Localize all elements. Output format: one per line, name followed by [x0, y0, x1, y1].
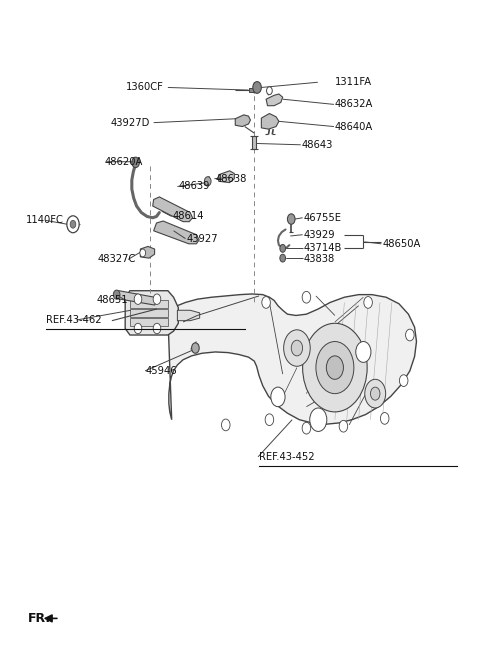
Circle shape	[310, 408, 327, 432]
Circle shape	[134, 294, 142, 304]
Circle shape	[265, 414, 274, 426]
Polygon shape	[125, 290, 179, 335]
Polygon shape	[130, 300, 168, 307]
Polygon shape	[266, 94, 283, 106]
Polygon shape	[153, 197, 192, 221]
Circle shape	[262, 296, 270, 308]
Text: 48643: 48643	[301, 140, 333, 150]
Polygon shape	[168, 294, 417, 424]
Circle shape	[70, 220, 76, 228]
Text: 43927: 43927	[186, 234, 218, 244]
Circle shape	[266, 87, 272, 95]
Text: 48639: 48639	[179, 181, 210, 191]
Circle shape	[132, 157, 139, 168]
Text: 48620A: 48620A	[105, 157, 143, 167]
Text: 46755E: 46755E	[303, 213, 342, 223]
Circle shape	[140, 249, 145, 257]
Text: 1311FA: 1311FA	[335, 78, 372, 87]
Circle shape	[271, 387, 285, 407]
Text: 48614: 48614	[173, 212, 204, 221]
Circle shape	[291, 340, 302, 356]
Circle shape	[316, 342, 354, 394]
Circle shape	[399, 374, 408, 386]
Text: 43714B: 43714B	[303, 243, 342, 254]
Text: REF.43-462: REF.43-462	[47, 315, 102, 325]
Polygon shape	[130, 309, 168, 317]
Polygon shape	[140, 246, 155, 258]
Text: 1140FC: 1140FC	[25, 215, 63, 225]
Circle shape	[253, 81, 261, 93]
Circle shape	[302, 323, 367, 412]
Polygon shape	[261, 114, 279, 129]
Circle shape	[113, 290, 120, 299]
Circle shape	[284, 330, 310, 367]
Text: FR.: FR.	[28, 612, 51, 625]
Circle shape	[280, 244, 286, 252]
Circle shape	[365, 379, 385, 408]
Circle shape	[381, 413, 389, 424]
Text: 43927D: 43927D	[110, 118, 150, 127]
Polygon shape	[114, 290, 157, 305]
Circle shape	[192, 343, 199, 353]
Circle shape	[67, 215, 79, 233]
Text: 48651: 48651	[96, 296, 128, 306]
Polygon shape	[154, 221, 199, 244]
Text: 48327C: 48327C	[97, 254, 136, 265]
Circle shape	[204, 177, 211, 186]
Circle shape	[302, 291, 311, 303]
Text: 45946: 45946	[146, 366, 178, 376]
Circle shape	[364, 296, 372, 308]
Circle shape	[339, 420, 348, 432]
Text: 48638: 48638	[216, 173, 247, 184]
Text: 48650A: 48650A	[383, 238, 420, 249]
Text: 43838: 43838	[303, 254, 335, 265]
Circle shape	[371, 387, 380, 400]
Text: 43929: 43929	[303, 230, 335, 240]
Circle shape	[288, 214, 295, 224]
Polygon shape	[252, 136, 256, 149]
Text: REF.43-452: REF.43-452	[259, 452, 314, 462]
Circle shape	[153, 294, 161, 304]
Circle shape	[326, 356, 343, 379]
Circle shape	[406, 329, 414, 341]
Text: 48640A: 48640A	[335, 122, 373, 131]
Text: 1360CF: 1360CF	[126, 83, 164, 93]
Polygon shape	[178, 310, 200, 321]
Polygon shape	[250, 88, 254, 92]
Polygon shape	[219, 171, 234, 183]
Circle shape	[134, 323, 142, 334]
Circle shape	[221, 419, 230, 431]
Circle shape	[302, 422, 311, 434]
Polygon shape	[235, 115, 251, 127]
Polygon shape	[130, 318, 168, 326]
Circle shape	[356, 342, 371, 363]
Circle shape	[153, 323, 161, 334]
Circle shape	[280, 254, 286, 262]
Text: 48632A: 48632A	[335, 99, 373, 110]
